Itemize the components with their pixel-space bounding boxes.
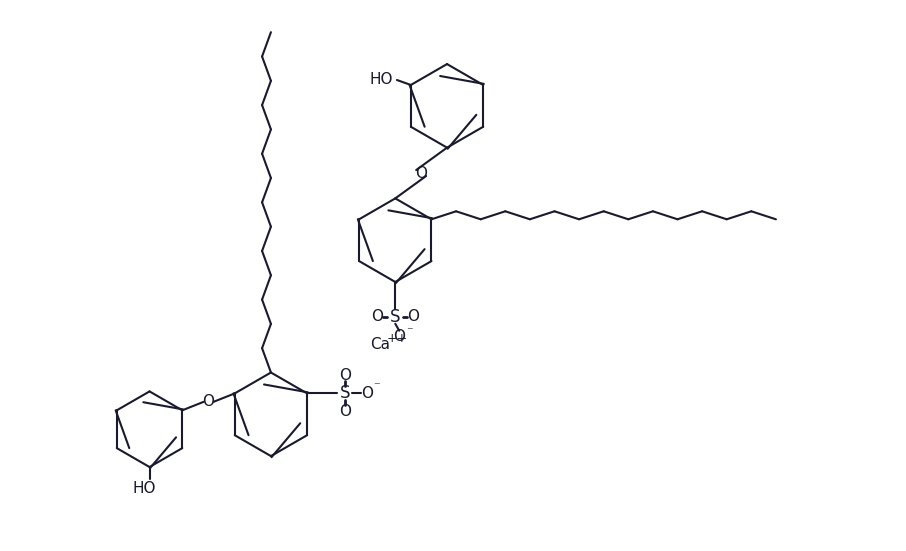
Text: ++: ++: [387, 332, 408, 345]
Text: O: O: [361, 386, 372, 401]
Text: O: O: [393, 329, 405, 344]
Text: O: O: [371, 309, 383, 325]
Text: HO: HO: [133, 482, 157, 496]
Text: S: S: [340, 385, 351, 402]
Text: O: O: [407, 309, 419, 325]
Text: O: O: [339, 404, 351, 419]
Text: Ca: Ca: [371, 337, 390, 352]
Text: ⁻: ⁻: [373, 380, 381, 393]
Text: O: O: [415, 165, 427, 181]
Text: HO: HO: [370, 73, 392, 88]
Text: O: O: [339, 368, 351, 383]
Text: S: S: [390, 308, 400, 326]
Text: ⁻: ⁻: [406, 325, 412, 338]
Text: O: O: [203, 395, 215, 409]
